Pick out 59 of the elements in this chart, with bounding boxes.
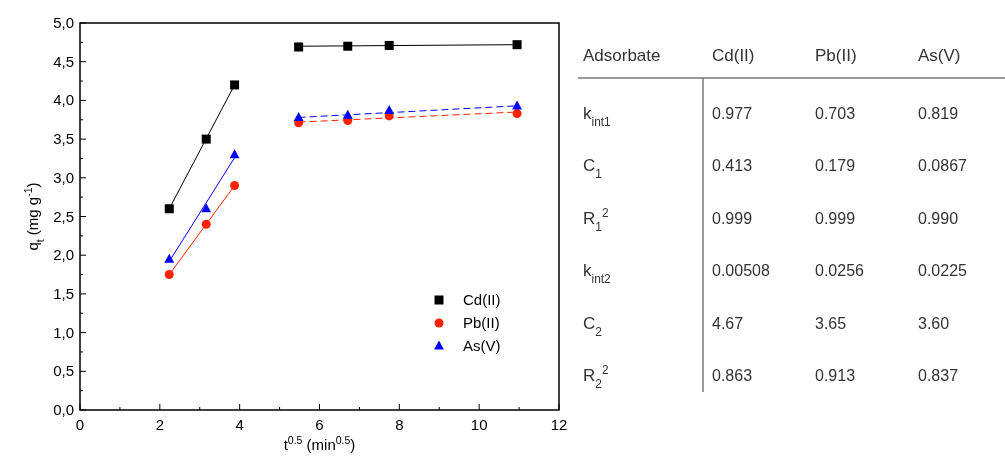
point — [164, 270, 174, 280]
y-tick-label: 2,0 — [53, 246, 74, 264]
text: 0.0867 — [918, 157, 968, 174]
text: 0.819 — [918, 105, 959, 122]
x-tick-label: 10 — [470, 416, 488, 433]
y-tick-label: 3,5 — [53, 130, 74, 148]
point — [229, 149, 240, 159]
text: 3.60 — [918, 315, 950, 332]
y-tick-label: 0,0 — [53, 401, 74, 418]
text: 3.65 — [815, 315, 847, 332]
text: 0.413 — [712, 157, 753, 174]
x-tick-label: 8 — [395, 416, 404, 433]
y-tick-label: 1,5 — [53, 284, 74, 302]
text: 0.990 — [918, 210, 959, 227]
x-tick-label: 12 — [550, 416, 568, 433]
x-tick-label: 6 — [315, 416, 324, 433]
point — [294, 42, 304, 52]
x-axis-title: t$^{0.5}$ (min$^{0.5}$) — [283, 434, 356, 453]
point — [512, 109, 522, 119]
text: 0.837 — [918, 367, 959, 384]
text: k$_{int2}$ — [583, 261, 612, 286]
text: C$_{2}$ — [583, 314, 603, 339]
text: 0.0256 — [815, 262, 865, 279]
text: Adsorbate — [583, 46, 661, 65]
x-tick-label: 2 — [155, 416, 165, 433]
text: k$_{int1}$ — [583, 104, 612, 129]
point — [164, 204, 174, 214]
text: C$_{1}$ — [583, 156, 603, 181]
x-tick-label: 0 — [75, 416, 85, 433]
legend-label: Cd(II) — [463, 291, 501, 308]
text: 0.703 — [815, 105, 856, 122]
y-tick-label: 3,0 — [53, 168, 74, 186]
text: As(V) — [918, 46, 961, 65]
point — [164, 253, 175, 263]
text: 0.999 — [712, 210, 753, 227]
text: 0.863 — [712, 367, 753, 384]
y-tick-label: 4,5 — [53, 52, 74, 70]
text: 0.913 — [815, 367, 856, 384]
legend-label: Pb(II) — [463, 314, 500, 331]
text: Pb(II) — [815, 46, 857, 65]
text: Cd(II) — [712, 46, 755, 65]
text: 0.00508 — [712, 262, 770, 279]
y-tick-label: 2,5 — [53, 207, 74, 225]
text: 0.0225 — [918, 262, 968, 279]
text: 0.999 — [815, 210, 856, 227]
x-tick-label: 4 — [235, 416, 244, 433]
point — [512, 40, 522, 50]
legend-label: As(V) — [463, 337, 501, 354]
point — [512, 100, 523, 110]
point — [230, 181, 240, 191]
text: 0.179 — [815, 157, 856, 174]
y-tick-label: 0,5 — [53, 362, 74, 380]
text: 0.977 — [712, 105, 753, 122]
y-tick-label: 5,0 — [53, 14, 74, 31]
point — [230, 80, 240, 90]
y-tick-label: 4,0 — [53, 91, 74, 109]
text: 4.67 — [712, 315, 744, 332]
point — [293, 112, 304, 122]
y-tick-label: 1,0 — [53, 323, 74, 341]
